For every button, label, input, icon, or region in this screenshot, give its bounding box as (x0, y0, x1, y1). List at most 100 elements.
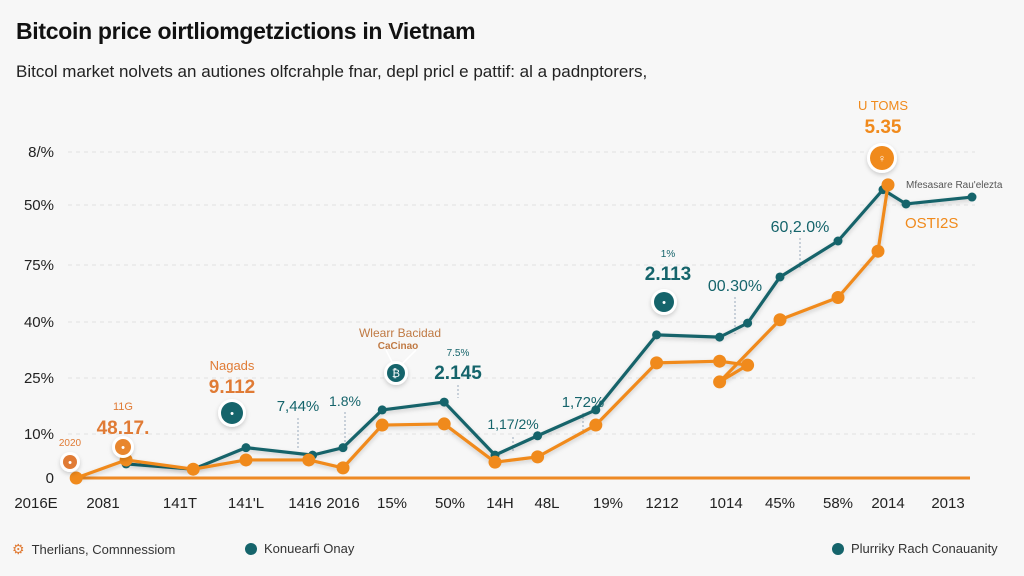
user-badge-icon-glyph: ♀ (878, 153, 886, 165)
y-tick-label: 25% (24, 370, 54, 387)
annotation-label: Nagads (210, 358, 255, 373)
data-point (743, 318, 753, 328)
x-tick-label: 2013 (931, 495, 964, 512)
data-point (488, 455, 502, 469)
legend-item-konuearfi[interactable]: Konuearfi Onay (245, 541, 354, 556)
y-tick-label: 0 (46, 470, 54, 487)
annotation-value: 48.17. (97, 418, 150, 439)
series-lines (69, 178, 977, 485)
annotation-value: 5.35 (865, 117, 902, 138)
data-point (773, 313, 787, 327)
data-point (833, 236, 843, 246)
data-point (439, 397, 449, 407)
data-point (591, 405, 601, 415)
legend-item-plurriky[interactable]: Plurriky Rach Conauanity (832, 541, 998, 556)
gear-badge-icon: ⚙ (12, 541, 25, 557)
data-point (650, 356, 664, 370)
annotation-label: Mfesasare Rau'elezta (906, 180, 1003, 191)
annotation-label: OSTI2S (905, 215, 958, 232)
chart-subtitle: Bitcol market nolvets an autiones olfcra… (16, 62, 648, 81)
annotation-sublabel: CaCinao (378, 341, 419, 352)
y-tick-label: 10% (24, 426, 54, 443)
data-point (533, 431, 543, 441)
x-tick-label: 1212 (645, 495, 678, 512)
x-tick-label: 2081 (86, 495, 119, 512)
annotation-label: 7.5% (447, 348, 470, 359)
annotations: 2020 11G 48.17. Nagads 9.112 7,44% 1.8% Wlearr … (59, 98, 1003, 449)
annotation-label: U TOMS (858, 98, 908, 113)
annotation-value: 2.145 (434, 363, 482, 384)
data-point (531, 450, 545, 464)
annotation-label: 7,44% (277, 398, 320, 415)
data-point (775, 272, 785, 282)
data-point (713, 354, 727, 368)
annotation-label: 60,2.0% (771, 219, 830, 236)
data-point (652, 330, 662, 340)
data-point (338, 443, 348, 453)
x-tick-label: 2016E (14, 495, 57, 512)
document-badge-icon (115, 439, 131, 455)
data-point (437, 417, 451, 431)
annotation-label: 1% (661, 249, 676, 260)
annotation-label: Wlearr Bacidad (359, 326, 441, 340)
annotation-label: 11G (113, 401, 133, 413)
x-axis: 2016E 2081 141T 141'L 1416 2016 15% 50% 14H 48L 19… (14, 495, 964, 512)
x-tick-label: 1416 (288, 495, 321, 512)
data-point (239, 453, 253, 467)
data-point (967, 192, 977, 202)
annotation-label: 1,17/2% (487, 416, 538, 432)
data-point (186, 462, 200, 476)
balance-badge-icon (221, 402, 243, 424)
legend-item-therlians[interactable]: ⚙ Therlians, Comnnessiom (12, 541, 175, 558)
data-point (901, 199, 911, 209)
series-line-teal (125, 188, 973, 471)
annotation-label: 00.30% (708, 278, 762, 295)
x-tick-label: 141'L (228, 495, 264, 512)
y-tick-label: 40% (24, 314, 54, 331)
gear-badge-icon (63, 455, 77, 469)
x-tick-label: 58% (823, 495, 853, 512)
x-tick-label: 15% (377, 495, 407, 512)
data-point (881, 178, 895, 192)
x-tick-label: 19% (593, 495, 623, 512)
x-tick-label: 14H (486, 495, 514, 512)
data-point (302, 453, 316, 467)
grid-lines (68, 151, 975, 435)
y-tick-label: 8/% (28, 144, 54, 161)
x-tick-label: 141T (163, 495, 197, 512)
balance-badge-icon-glyph: • (230, 408, 234, 420)
annotation-label: 1.8% (329, 393, 361, 409)
annotation-markers: • • • ₿ • ♀ CaCinao (60, 143, 897, 472)
network-badge-icon (654, 292, 674, 312)
x-tick-label: 45% (765, 495, 795, 512)
annotation-label: 2020 (59, 438, 82, 449)
bitcoin-badge-icon-glyph: ₿ (392, 368, 400, 380)
gear-badge-icon-glyph: • (68, 457, 72, 469)
data-point (336, 461, 350, 475)
dot-icon (245, 542, 257, 555)
legend-label: Konuearfi Onay (264, 541, 355, 556)
chart-title: Bitcoin price oirtliomgetzictions in Vie… (16, 18, 476, 44)
annotation-value: 9.112 (209, 377, 256, 398)
annotation-label: 1,72% (562, 394, 605, 411)
x-tick-label: 1014 (709, 495, 742, 512)
x-tick-label: 50% (435, 495, 465, 512)
legend-label: Plurriky Rach Conauanity (851, 541, 998, 556)
bitcoin-badge-icon (387, 364, 405, 382)
document-badge-icon-glyph: • (121, 442, 125, 454)
legend-label: Therlians, Comnnessiom (31, 542, 176, 557)
callout-line (385, 349, 394, 365)
y-tick-label: 75% (24, 257, 54, 274)
data-point (715, 332, 725, 342)
x-tick-label: 48L (534, 495, 559, 512)
annotation-value: 2.113 (645, 264, 692, 285)
x-tick-label: 2016 (326, 495, 359, 512)
user-badge-icon (870, 146, 894, 170)
data-point (713, 375, 727, 389)
data-point (241, 443, 251, 453)
network-badge-icon-glyph: • (662, 297, 666, 309)
data-point (69, 471, 83, 485)
y-axis: 0 10% 25% 40% 75% 50% 8/% (24, 144, 54, 487)
data-point (871, 244, 885, 258)
data-point (741, 358, 755, 372)
